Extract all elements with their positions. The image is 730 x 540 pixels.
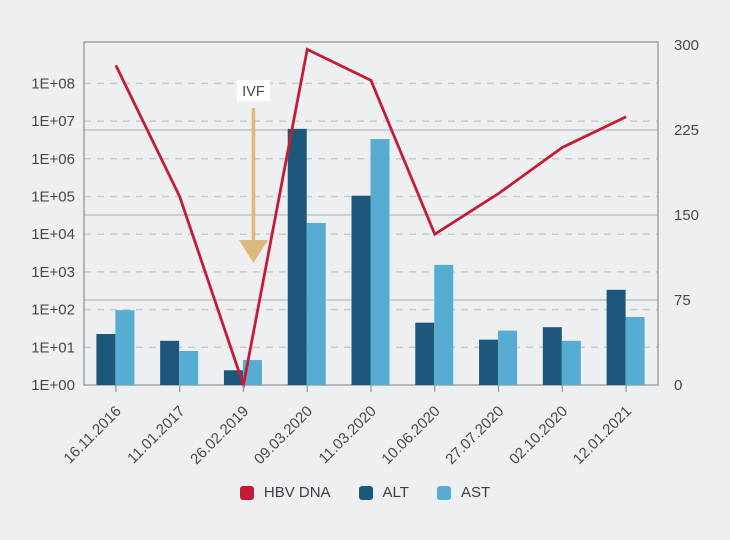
bar-alt [479, 339, 499, 385]
y-left-axis-label: 1E+02 [31, 302, 75, 319]
x-axis-label: 11.01.2017 [124, 403, 188, 467]
bar-alt [606, 289, 626, 385]
bar-alt [96, 334, 116, 385]
legend-swatch-hbv-dna [239, 485, 254, 500]
x-axis-label: 16.11.2016 [60, 403, 124, 467]
bar-ast [434, 264, 454, 385]
legend-label-ast: AST [460, 484, 491, 501]
legend-label-hbv-dna: HBV DNA [263, 484, 331, 501]
y-left-axis-label: 1E+03 [31, 264, 75, 281]
bar-ast [625, 317, 645, 385]
x-axis-label: 11.03.2020 [316, 403, 380, 467]
y-left-axis-label: 1E+06 [31, 151, 75, 168]
legend-item-ast: AST [436, 484, 491, 501]
legend-swatch-ast [436, 485, 451, 500]
bar-alt [351, 195, 371, 385]
y-left-axis-label: 1E+07 [31, 113, 75, 130]
bar-ast [115, 310, 135, 385]
annotation-arrow-head [238, 240, 268, 263]
bar-alt [223, 370, 243, 385]
bar-ast [179, 351, 199, 385]
x-axis-label: 10.06.2020 [378, 403, 443, 468]
x-axis-label: 27.07.2020 [442, 403, 507, 468]
x-axis-label: 09.03.2020 [251, 403, 316, 468]
x-axis-label: 02.10.2020 [506, 403, 571, 468]
y-left-axis-label: 1E+05 [31, 189, 75, 206]
y-right-axis-label: 75 [674, 292, 691, 309]
bar-alt [542, 327, 562, 385]
y-left-axis-label: 1E+00 [31, 377, 75, 394]
legend-item-hbv-dna: HBV DNA [239, 484, 331, 501]
x-axis-label: 26.02.2019 [187, 403, 252, 468]
legend-label-alt: ALT [382, 484, 409, 501]
x-axis-label: 12.01.2021 [570, 403, 635, 468]
y-right-axis-label: 225 [674, 122, 699, 139]
hbv-dna-line [114, 47, 627, 391]
y-right-axis-label: 0 [674, 377, 682, 394]
bar-ast [370, 139, 390, 385]
y-right-axis-label: 300 [674, 37, 699, 54]
legend-item-alt: ALT [358, 484, 409, 501]
bar-ast [498, 330, 518, 385]
annotation-label: IVF [242, 84, 265, 100]
annotation-label-box [236, 80, 270, 101]
bar-ast [306, 222, 326, 385]
bar-ast [561, 340, 581, 385]
y-left-axis-label: 1E+04 [31, 226, 75, 243]
legend: HBV DNA ALT AST [0, 484, 730, 501]
legend-swatch-alt [358, 485, 373, 500]
bar-alt [160, 340, 180, 385]
y-left-axis-label: 1E+01 [31, 339, 75, 356]
bar-alt [287, 128, 307, 385]
y-right-axis-label: 150 [674, 207, 699, 224]
bar-alt [415, 322, 435, 385]
y-left-axis-label: 1E+08 [31, 75, 75, 92]
